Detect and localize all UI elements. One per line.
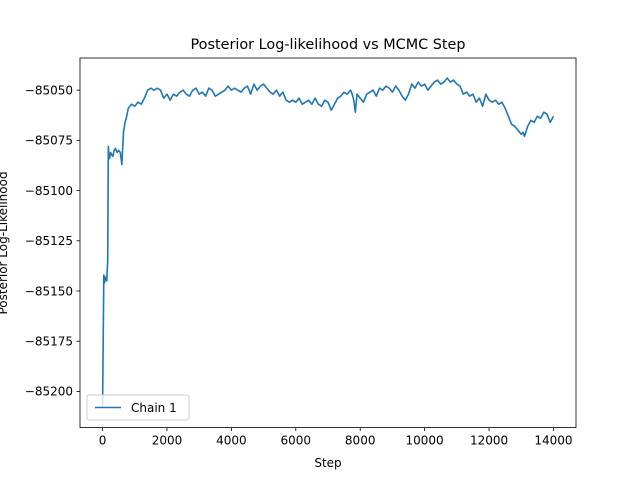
x-tick-label: 12000 xyxy=(470,434,508,448)
x-tick-label: 8000 xyxy=(345,434,376,448)
y-tick-label: −85175 xyxy=(25,335,73,349)
legend: Chain 1 xyxy=(86,394,190,421)
x-tick-label: 10000 xyxy=(406,434,444,448)
legend-box xyxy=(86,394,190,421)
x-tick-label: 6000 xyxy=(281,434,312,448)
y-tick-label: −85100 xyxy=(25,184,73,198)
x-tick-label: 4000 xyxy=(216,434,247,448)
plot-layer xyxy=(101,77,555,408)
y-tick-label: −85075 xyxy=(25,134,73,148)
y-tick-label: −85150 xyxy=(25,284,73,298)
chart-title: Posterior Log-likelihood vs MCMC Step xyxy=(190,37,465,53)
x-axis-ticks: 0 2000 4000 6000 8000 10000 12000 14000 xyxy=(99,427,573,448)
x-axis-label: Step xyxy=(314,456,341,470)
x-tick-label: 0 xyxy=(99,434,107,448)
y-axis-label: Posterior Log-Likelihood xyxy=(0,171,10,314)
plot-frame xyxy=(79,57,577,429)
y-tick-label: −85050 xyxy=(25,83,73,97)
x-tick-label: 14000 xyxy=(534,434,572,448)
x-tick-label: 2000 xyxy=(152,434,183,448)
y-axis-ticks: −85200 −85175 −85150 −85125 −85100 −85075 −850… xyxy=(25,83,80,399)
y-tick-label: −85125 xyxy=(25,234,73,248)
series-line-chain-1 xyxy=(101,77,555,408)
y-tick-label: −85200 xyxy=(25,385,73,399)
legend-entry-chain-1: Chain 1 xyxy=(131,401,177,415)
